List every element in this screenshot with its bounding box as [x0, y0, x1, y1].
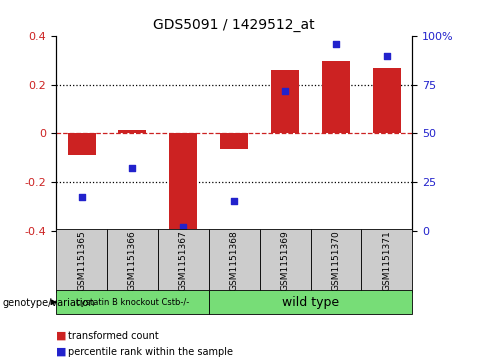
Bar [322, 61, 350, 133]
Text: GSM1151365: GSM1151365 [77, 231, 86, 291]
Bar [158, 229, 209, 292]
Point [332, 41, 340, 47]
Point [230, 199, 238, 204]
Bar [271, 70, 299, 133]
Text: wild type: wild type [282, 296, 339, 309]
Text: GSM1151369: GSM1151369 [281, 231, 290, 291]
Bar [310, 229, 362, 292]
Point [180, 224, 187, 229]
Text: ■: ■ [56, 347, 67, 357]
Text: percentile rank within the sample: percentile rank within the sample [68, 347, 233, 357]
Point [383, 53, 391, 58]
Point [78, 193, 85, 199]
Text: transformed count: transformed count [68, 331, 159, 341]
Bar [56, 229, 107, 292]
Bar [56, 290, 209, 314]
Bar [119, 130, 146, 133]
Text: GSM1151367: GSM1151367 [179, 231, 188, 291]
Bar [220, 133, 248, 149]
Bar [107, 229, 158, 292]
Text: GSM1151370: GSM1151370 [331, 231, 341, 291]
Text: GSM1151366: GSM1151366 [128, 231, 137, 291]
Bar [67, 133, 96, 155]
Text: cystatin B knockout Cstb-/-: cystatin B knockout Cstb-/- [76, 298, 189, 307]
Bar [209, 229, 260, 292]
Text: GSM1151371: GSM1151371 [383, 231, 391, 291]
Bar [209, 290, 412, 314]
Text: genotype/variation: genotype/variation [2, 298, 95, 308]
Bar [362, 229, 412, 292]
Point [281, 88, 289, 94]
Title: GDS5091 / 1429512_at: GDS5091 / 1429512_at [153, 19, 315, 33]
Bar [169, 133, 197, 229]
Text: ■: ■ [56, 331, 67, 341]
Point [128, 166, 136, 171]
Text: GSM1151368: GSM1151368 [230, 231, 239, 291]
Bar [260, 229, 310, 292]
Bar [373, 68, 401, 133]
